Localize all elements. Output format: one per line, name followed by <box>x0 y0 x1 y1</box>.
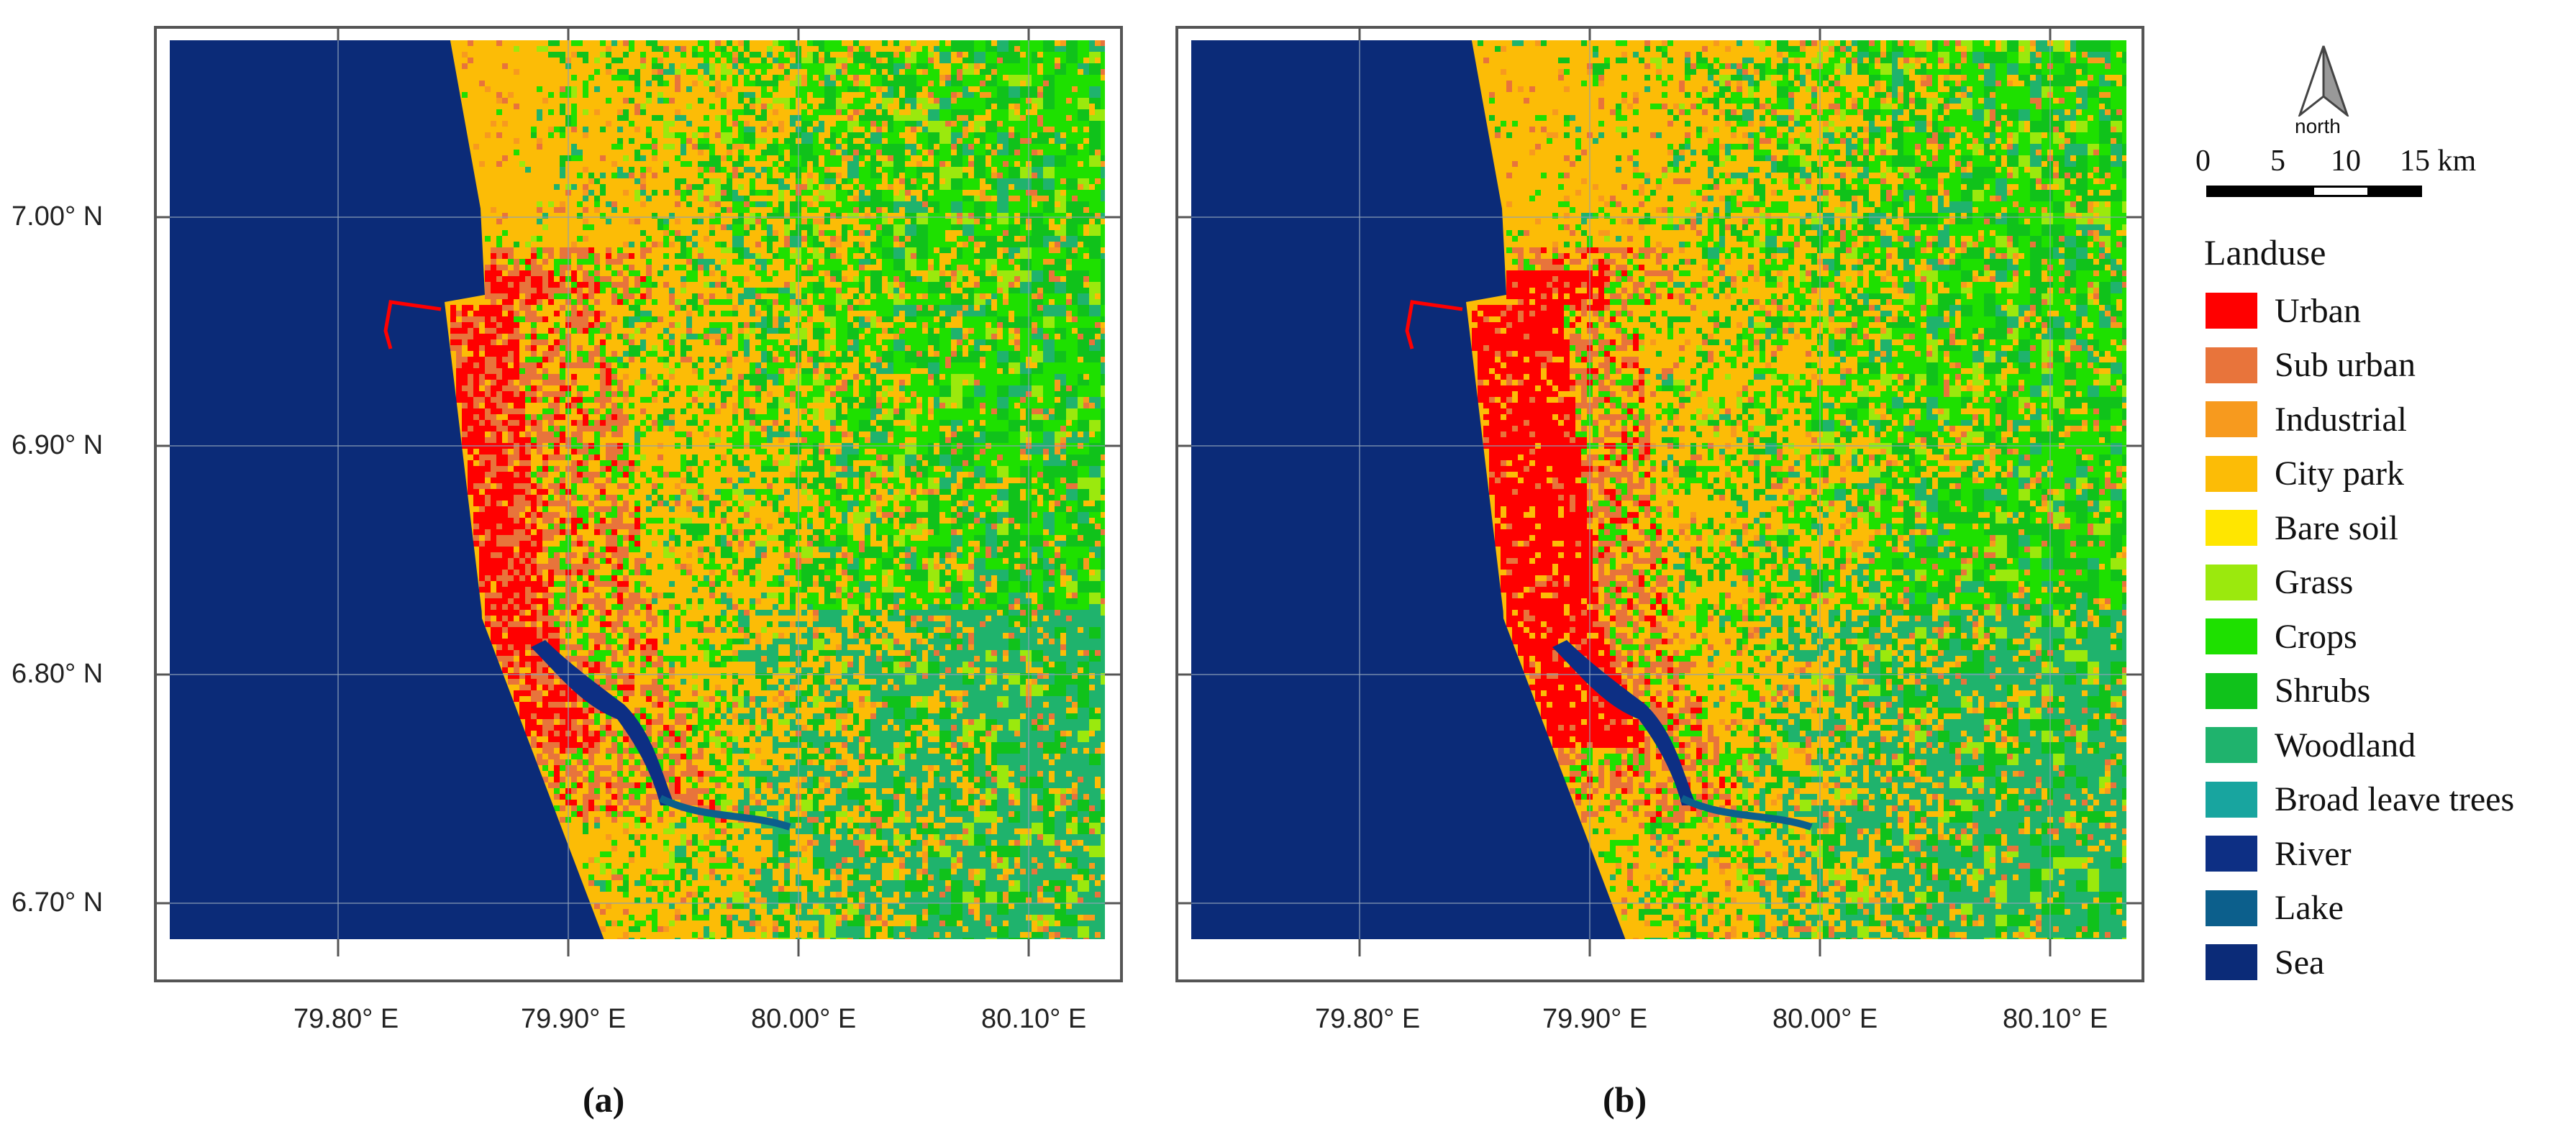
map-panel-a <box>154 26 1123 982</box>
x-tick-label: 80.10° E <box>981 1004 1086 1035</box>
legend-swatch <box>2206 944 2257 980</box>
panel-caption-b: (b) <box>1603 1079 1647 1120</box>
legend-swatch <box>2206 618 2257 654</box>
river <box>658 795 791 831</box>
y-tick-label: 6.70° N <box>12 887 103 918</box>
legend-swatch <box>2206 510 2257 546</box>
legend-item: Grass <box>2206 562 2353 603</box>
legend-label: Urban <box>2275 291 2361 331</box>
scale-label: 0 <box>2195 144 2211 178</box>
legend-item: Shrubs <box>2206 671 2370 711</box>
harbour-breakwater <box>383 300 442 349</box>
x-tick-label: 79.90° E <box>1542 1004 1647 1035</box>
panel-caption-a: (a) <box>583 1079 624 1120</box>
x-tick-label: 80.00° E <box>751 1004 856 1035</box>
lagoon <box>1552 640 1696 805</box>
legend-label: Shrubs <box>2275 671 2370 710</box>
legend-label: Broad leave trees <box>2275 780 2514 819</box>
legend-item: Sub urban <box>2206 345 2416 385</box>
landuse-raster <box>1472 29 2142 979</box>
legend-title: Landuse <box>2204 232 2326 273</box>
legend-label: City park <box>2275 454 2404 493</box>
legend-swatch <box>2206 727 2257 763</box>
legend-label: Sub urban <box>2275 345 2416 385</box>
legend-item: Urban <box>2206 291 2361 331</box>
legend-swatch <box>2206 781 2257 818</box>
y-tick-label: 6.90° N <box>12 430 103 461</box>
legend-label: Lake <box>2275 888 2344 928</box>
scale-label: 5 <box>2270 144 2285 178</box>
sea-area <box>157 29 619 979</box>
legend-swatch <box>2206 293 2257 329</box>
legend-label: Grass <box>2275 562 2353 602</box>
landuse-map-a <box>157 29 1120 979</box>
legend-swatch <box>2206 836 2257 872</box>
legend-swatch <box>2206 564 2257 600</box>
legend-item: Sea <box>2206 942 2324 982</box>
legend-item: City park <box>2206 454 2404 494</box>
legend-item: Broad leave trees <box>2206 780 2514 820</box>
map-panel-b <box>1175 26 2144 982</box>
scale-label: 10 <box>2331 144 2361 178</box>
scale-bar <box>2206 186 2422 197</box>
legend-item: Crops <box>2206 616 2357 657</box>
x-tick-label: 80.10° E <box>2003 1004 2108 1035</box>
y-tick-label: 6.80° N <box>12 659 103 690</box>
legend-item: Woodland <box>2206 725 2416 765</box>
legend-label: Woodland <box>2275 726 2416 765</box>
legend-item: Bare soil <box>2206 508 2398 548</box>
x-tick-label: 79.80° E <box>1315 1004 1420 1035</box>
north-arrow-icon <box>2298 45 2349 116</box>
legend-swatch <box>2206 672 2257 709</box>
landuse-map-b <box>1178 29 2142 979</box>
legend-swatch <box>2206 401 2257 437</box>
x-tick-label: 79.90° E <box>521 1004 626 1035</box>
lagoon <box>531 640 675 805</box>
legend-swatch <box>2206 890 2257 926</box>
x-tick-label: 79.80° E <box>293 1004 399 1035</box>
y-tick-label: 7.00° N <box>12 201 103 232</box>
legend-item: River <box>2206 833 2352 874</box>
legend-label: Sea <box>2275 943 2324 982</box>
legend-label: Crops <box>2275 617 2357 657</box>
legend-label: Industrial <box>2275 400 2407 439</box>
legend-label: Bare soil <box>2275 508 2398 548</box>
north-label: north <box>2295 115 2341 138</box>
harbour-breakwater <box>1405 300 1463 349</box>
sea-area <box>1178 29 1640 979</box>
legend-swatch <box>2206 455 2257 492</box>
legend-swatch <box>2206 347 2257 383</box>
legend-label: River <box>2275 834 2352 874</box>
x-tick-label: 80.00° E <box>1772 1004 1878 1035</box>
river <box>1680 795 1813 831</box>
legend-item: Industrial <box>2206 399 2407 439</box>
scale-label: 15 km <box>2400 144 2476 178</box>
legend-item: Lake <box>2206 888 2344 928</box>
